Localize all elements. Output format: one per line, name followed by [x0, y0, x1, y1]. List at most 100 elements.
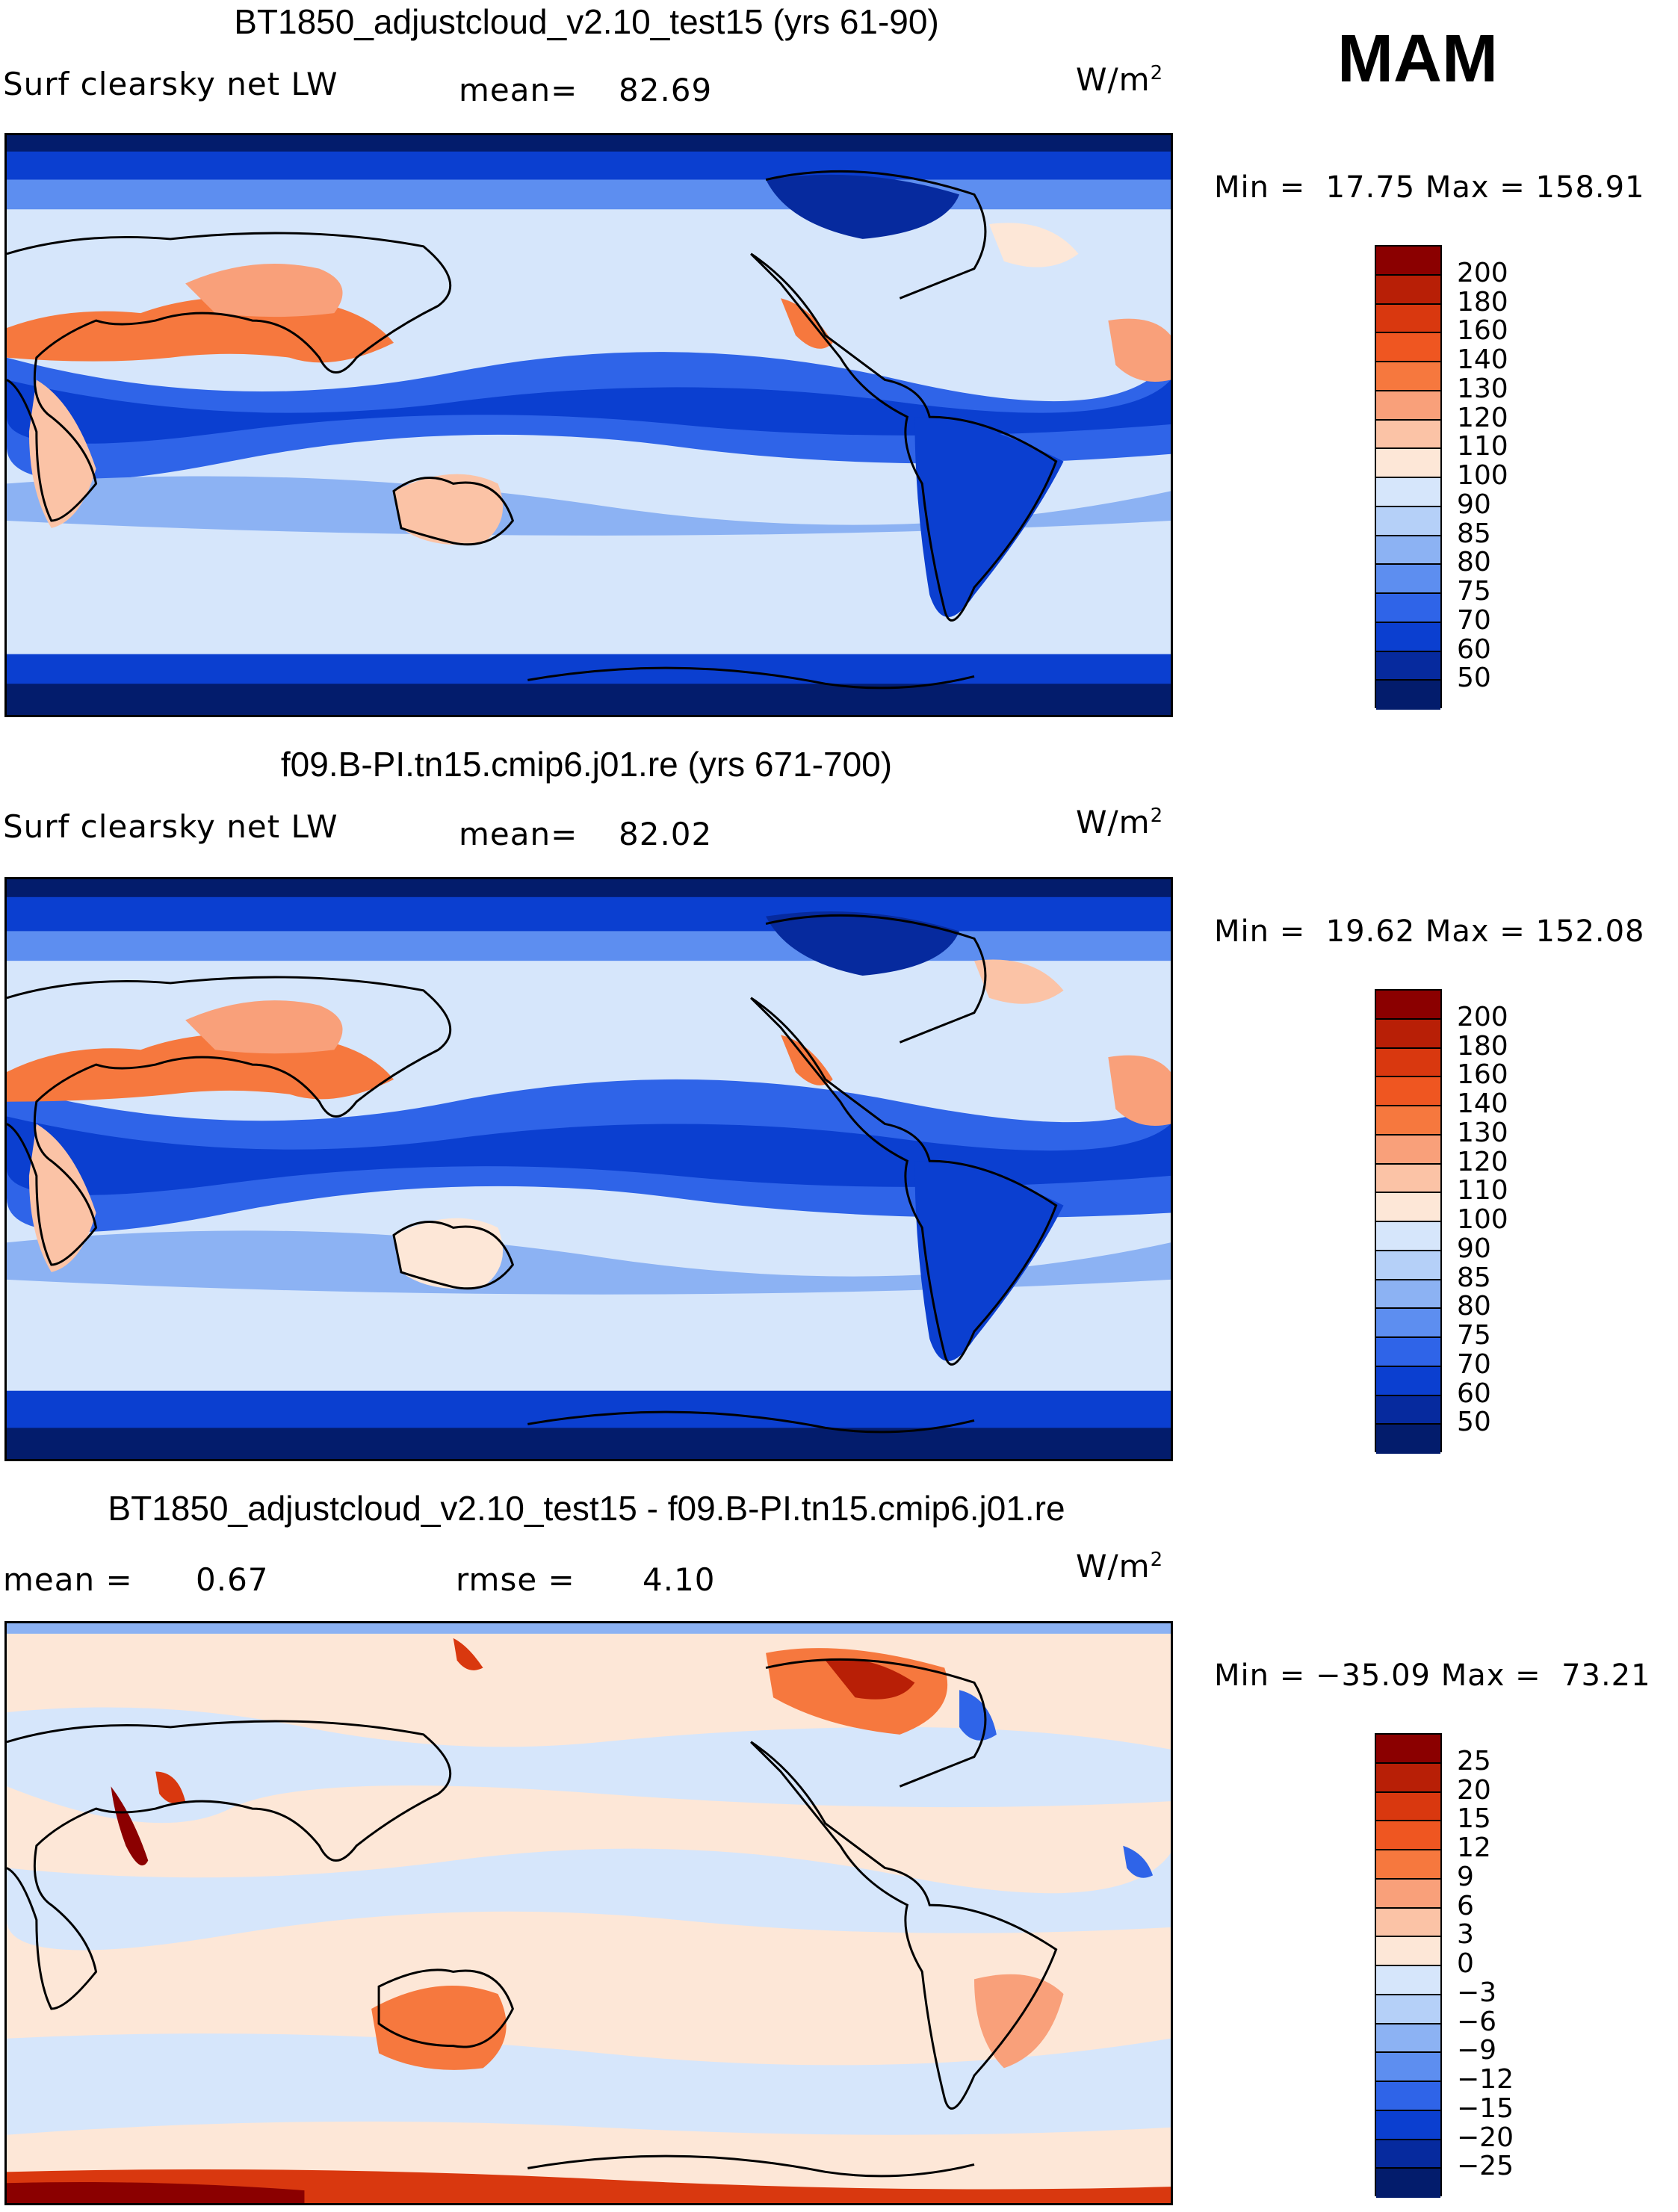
colorbar-tick-label: 12 — [1457, 1833, 1491, 1863]
colorbar-swatch — [1376, 1077, 1440, 1106]
colorbar-tick-label: 160 — [1457, 1059, 1508, 1091]
colorbar-tick-label: −9 — [1457, 2035, 1497, 2066]
colorbar-tick-label: 75 — [1457, 576, 1491, 607]
colorbar-swatch — [1376, 1135, 1440, 1165]
colorbar-tick-label: 110 — [1457, 431, 1508, 462]
colorbar-swatch — [1376, 449, 1440, 478]
colorbar-swatch — [1376, 304, 1440, 334]
panel-3-max-label: Max = — [1440, 1658, 1541, 1693]
colorbar-tick-label: 80 — [1457, 1291, 1491, 1322]
panel-2-min-value: 19.62 — [1325, 914, 1416, 949]
colorbar-tick-label: 130 — [1457, 373, 1508, 404]
colorbar-swatch — [1376, 2169, 1440, 2198]
panel-1-mean-label: mean= — [459, 72, 578, 108]
colorbar-swatch — [1376, 1908, 1440, 1938]
panel-3-mean-label: mean = — [3, 1561, 133, 1598]
colorbar-swatch — [1376, 565, 1440, 594]
colorbar-tick-label: −6 — [1457, 2006, 1497, 2037]
panel-2-max-value: 152.08 — [1535, 914, 1645, 949]
colorbar-swatch — [1376, 536, 1440, 566]
colorbar-tick-label: 90 — [1457, 1233, 1491, 1264]
colorbar-swatch — [1376, 1280, 1440, 1310]
panel-1-min-value: 17.75 — [1325, 170, 1416, 205]
colorbar-tick-label: 85 — [1457, 518, 1491, 549]
colorbar-tick-label: 6 — [1457, 1890, 1474, 1921]
colorbar-tick-label: 60 — [1457, 1378, 1491, 1409]
panel-2-mean-value: 82.02 — [619, 816, 713, 852]
colorbar-swatch — [1376, 1251, 1440, 1280]
colorbar-tick-label: 85 — [1457, 1262, 1491, 1293]
colorbar-swatch — [1376, 1792, 1440, 1822]
colorbar-swatch — [1376, 1425, 1440, 1454]
panel-2-units: W/m2 — [1076, 804, 1164, 840]
colorbar-tick-label: 9 — [1457, 1861, 1474, 1892]
panel-2-minmax: Min = 19.62 Max = 152.08 — [1214, 914, 1645, 949]
colorbar-swatch — [1376, 1763, 1440, 1793]
panel-1-variable: Surf clearsky net LW — [3, 66, 338, 102]
panel-2-map — [4, 877, 1173, 1461]
colorbar-tick-label: 25 — [1457, 1745, 1491, 1776]
panel-2-variable: Surf clearsky net LW — [3, 808, 338, 845]
colorbar-tick-label: −3 — [1457, 1977, 1497, 2008]
colorbar-swatch — [1376, 1366, 1440, 1396]
colorbar-tick-label: 160 — [1457, 315, 1508, 347]
panel-3-minmax: Min = −35.09 Max = 73.21 — [1214, 1658, 1651, 1693]
panel-1-colorbar — [1375, 245, 1442, 710]
panel-1-mean-value: 82.69 — [619, 72, 713, 108]
colorbar-swatch — [1376, 1850, 1440, 1880]
colorbar-tick-label: 3 — [1457, 1919, 1474, 1951]
colorbar-tick-label: 130 — [1457, 1117, 1508, 1148]
colorbar-swatch — [1376, 1995, 1440, 2024]
colorbar-swatch — [1376, 2024, 1440, 2054]
panel-3-rmse-value: 4.10 — [643, 1561, 716, 1598]
colorbar-swatch — [1376, 681, 1440, 710]
panel-3-colorbar — [1375, 1733, 1442, 2198]
panel-3-map-svg — [7, 1623, 1171, 2203]
panel-3-map — [4, 1621, 1173, 2205]
colorbar-tick-label: 200 — [1457, 257, 1508, 288]
panel-2-title: f09.B-PI.tn15.cmip6.j01.re (yrs 671-700) — [280, 745, 893, 784]
colorbar-swatch — [1376, 1966, 1440, 1995]
colorbar-tick-label: 90 — [1457, 489, 1491, 520]
panel-2-mean-label: mean= — [459, 816, 578, 852]
colorbar-swatch — [1376, 1309, 1440, 1338]
colorbar-swatch — [1376, 594, 1440, 623]
panel-2-min-label: Min = — [1214, 914, 1306, 949]
colorbar-swatch — [1376, 1937, 1440, 1966]
colorbar-tick-label: 50 — [1457, 663, 1491, 694]
colorbar-swatch — [1376, 991, 1440, 1020]
colorbar-swatch — [1376, 1821, 1440, 1850]
panel-3-min-label: Min = — [1214, 1658, 1306, 1693]
colorbar-tick-label: 75 — [1457, 1320, 1491, 1351]
colorbar-swatch — [1376, 1048, 1440, 1078]
colorbar-swatch — [1376, 478, 1440, 507]
colorbar-tick-label: 50 — [1457, 1407, 1491, 1438]
panel-3-title: BT1850_adjustcloud_v2.10_test15 - f09.B-… — [108, 1489, 1065, 1528]
panel-2-map-svg — [7, 879, 1171, 1459]
colorbar-swatch — [1376, 391, 1440, 421]
colorbar-tick-label: 100 — [1457, 460, 1508, 491]
season-label: MAM — [1337, 22, 1498, 96]
colorbar-tick-label: 140 — [1457, 1088, 1508, 1119]
colorbar-tick-label: 70 — [1457, 1348, 1491, 1380]
panel-3-min-value: −35.09 — [1315, 1658, 1431, 1693]
colorbar-tick-label: 140 — [1457, 344, 1508, 375]
colorbar-tick-label: 120 — [1457, 402, 1508, 433]
colorbar-tick-label: 100 — [1457, 1204, 1508, 1235]
colorbar-tick-label: −25 — [1457, 2151, 1514, 2182]
colorbar-swatch — [1376, 651, 1440, 681]
colorbar-tick-label: −20 — [1457, 2122, 1514, 2153]
colorbar-swatch — [1376, 1164, 1440, 1194]
colorbar-swatch — [1376, 1879, 1440, 1909]
colorbar-swatch — [1376, 2110, 1440, 2140]
panel-1-minmax: Min = 17.75 Max = 158.91 — [1214, 170, 1645, 205]
colorbar-tick-label: 60 — [1457, 633, 1491, 665]
panel-1-min-label: Min = — [1214, 170, 1306, 205]
colorbar-tick-label: 120 — [1457, 1146, 1508, 1177]
colorbar-swatch — [1376, 362, 1440, 391]
colorbar-tick-label: 70 — [1457, 604, 1491, 636]
colorbar-swatch — [1376, 506, 1440, 536]
colorbar-swatch — [1376, 333, 1440, 362]
colorbar-tick-label: 15 — [1457, 1803, 1491, 1835]
colorbar-swatch — [1376, 1106, 1440, 1136]
